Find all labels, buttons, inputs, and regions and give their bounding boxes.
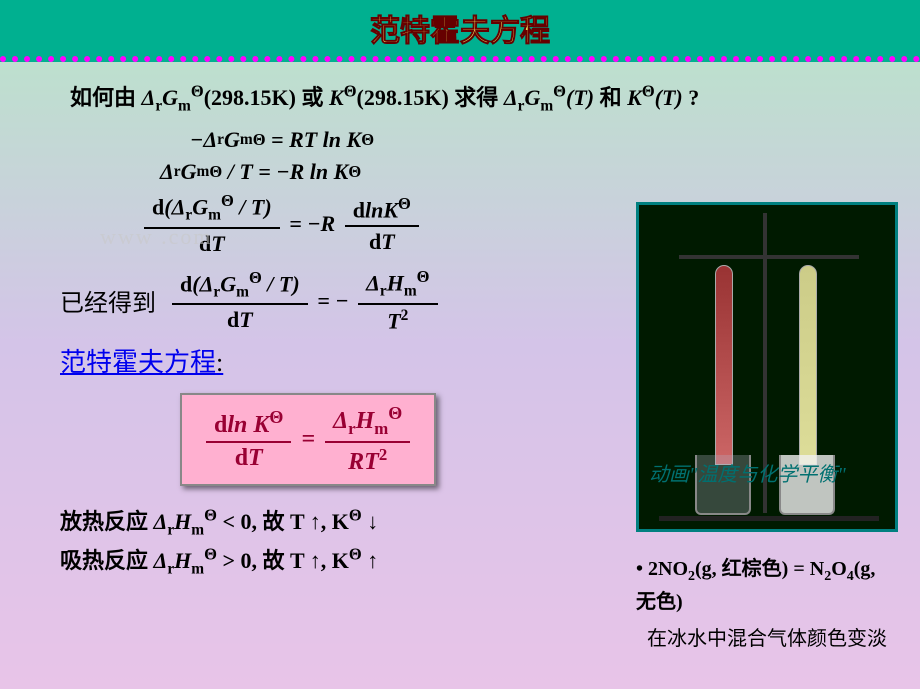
question-text: 如何由 ΔrGmΘ(298.15K) 或 KΘ(298.15K) 求得 ΔrGm… (70, 80, 890, 115)
reaction-note: • 2NO2(g, 红棕色) = N2O4(g, 无色) (636, 552, 898, 614)
q-and: 和 (600, 85, 622, 110)
tube-red (715, 265, 733, 465)
equation-1: −ΔrGmΘ = RT ln KΘ (190, 127, 630, 153)
q-end: ? (688, 85, 699, 110)
fraction: ΔrHmΘ RT2 (325, 403, 410, 476)
animation-caption: 动画"温度与化学平衡" (649, 458, 889, 487)
fraction: dlnKΘ dT (345, 194, 419, 255)
clamp-icon (679, 255, 859, 259)
fraction: dln KΘ dT (206, 407, 291, 472)
q-tail: 求得 (454, 85, 498, 110)
left-column: −ΔrGmΘ = RT ln KΘ ΔrGmΘ / T = −R ln KΘ d… (30, 127, 630, 578)
equation-3: d(ΔrGmΘ / T) dT = −R dlnKΘ dT (140, 191, 630, 257)
endothermic-line: 吸热反应 ΔrHmΘ > 0, 故 T ↑, KΘ ↑ (60, 543, 630, 578)
q-prefix: 如何由 (70, 85, 136, 110)
title-bar: 范特霍夫方程 (0, 0, 920, 62)
fraction: d(ΔrGmΘ / T) dT (172, 268, 308, 334)
exothermic-line: 放热反应 ΔrHmΘ < 0, 故 T ↑, KΘ ↓ (60, 504, 630, 539)
boxed-equation: dln KΘ dT = ΔrHmΘ RT2 (180, 393, 436, 486)
q-mid: 或 (301, 85, 323, 110)
base-icon (659, 516, 879, 521)
right-panel: 动画"温度与化学平衡" • 2NO2(g, 红棕色) = N2O4(g, 无色)… (636, 202, 898, 651)
tube-yellow (799, 265, 817, 465)
reaction-subnote: 在冰水中混合气体颜色变淡 (636, 622, 898, 651)
derived-label: 已经得到 d(ΔrGmΘ / T) dT = − ΔrHmΘ T2 (60, 267, 630, 334)
fraction: d(ΔrGmΘ / T) dT (144, 191, 280, 257)
slide-title: 范特霍夫方程 (370, 6, 550, 50)
vanthoff-link[interactable]: 范特霍夫方程: (60, 342, 630, 379)
fraction: ΔrHmΘ T2 (358, 267, 437, 334)
experiment-photo: 动画"温度与化学平衡" (636, 202, 898, 532)
content-area: www .com 如何由 ΔrGmΘ(298.15K) 或 KΘ(298.15K… (0, 62, 920, 593)
equation-2: ΔrGmΘ / T = −R ln KΘ (160, 159, 630, 185)
